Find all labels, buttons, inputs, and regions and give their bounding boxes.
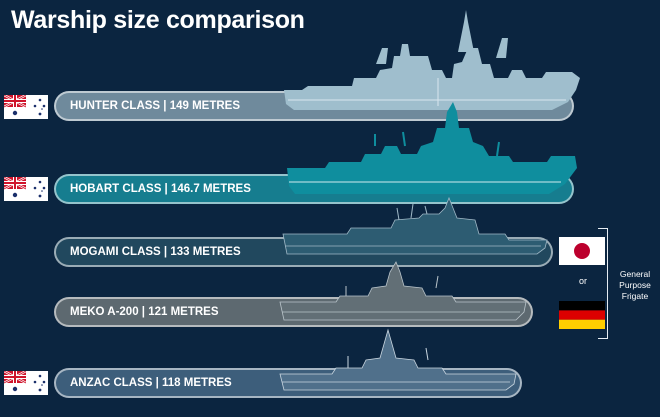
hunter-class-ship-icon [284, 10, 580, 110]
australia-flag-icon [4, 177, 48, 201]
australia-flag-icon [4, 371, 48, 395]
japan-flag-icon [559, 237, 605, 265]
page-title: Warship size comparison [11, 6, 305, 34]
meko-a200-label: MEKO A-200 | 121 METRES [70, 306, 219, 318]
general-purpose-bracket [598, 228, 608, 339]
hunter-class-label: HUNTER CLASS | 149 METRES [70, 100, 240, 112]
anzac-class-ship-icon [279, 328, 517, 391]
hobart-class-ship-icon [287, 102, 577, 194]
anzac-class-label: ANZAC CLASS | 118 METRES [70, 377, 232, 389]
or-label: or [578, 276, 587, 286]
australia-flag-icon [4, 95, 48, 119]
mogami-class-label: MOGAMI CLASS | 133 METRES [70, 246, 241, 258]
mogami-class-ship-icon [282, 196, 548, 255]
general-purpose-frigate-label: General Purpose Frigate [619, 269, 651, 301]
meko-a200-ship-icon [279, 261, 527, 321]
germany-flag-icon [559, 301, 605, 329]
hobart-class-label: HOBART CLASS | 146.7 METRES [70, 183, 251, 195]
